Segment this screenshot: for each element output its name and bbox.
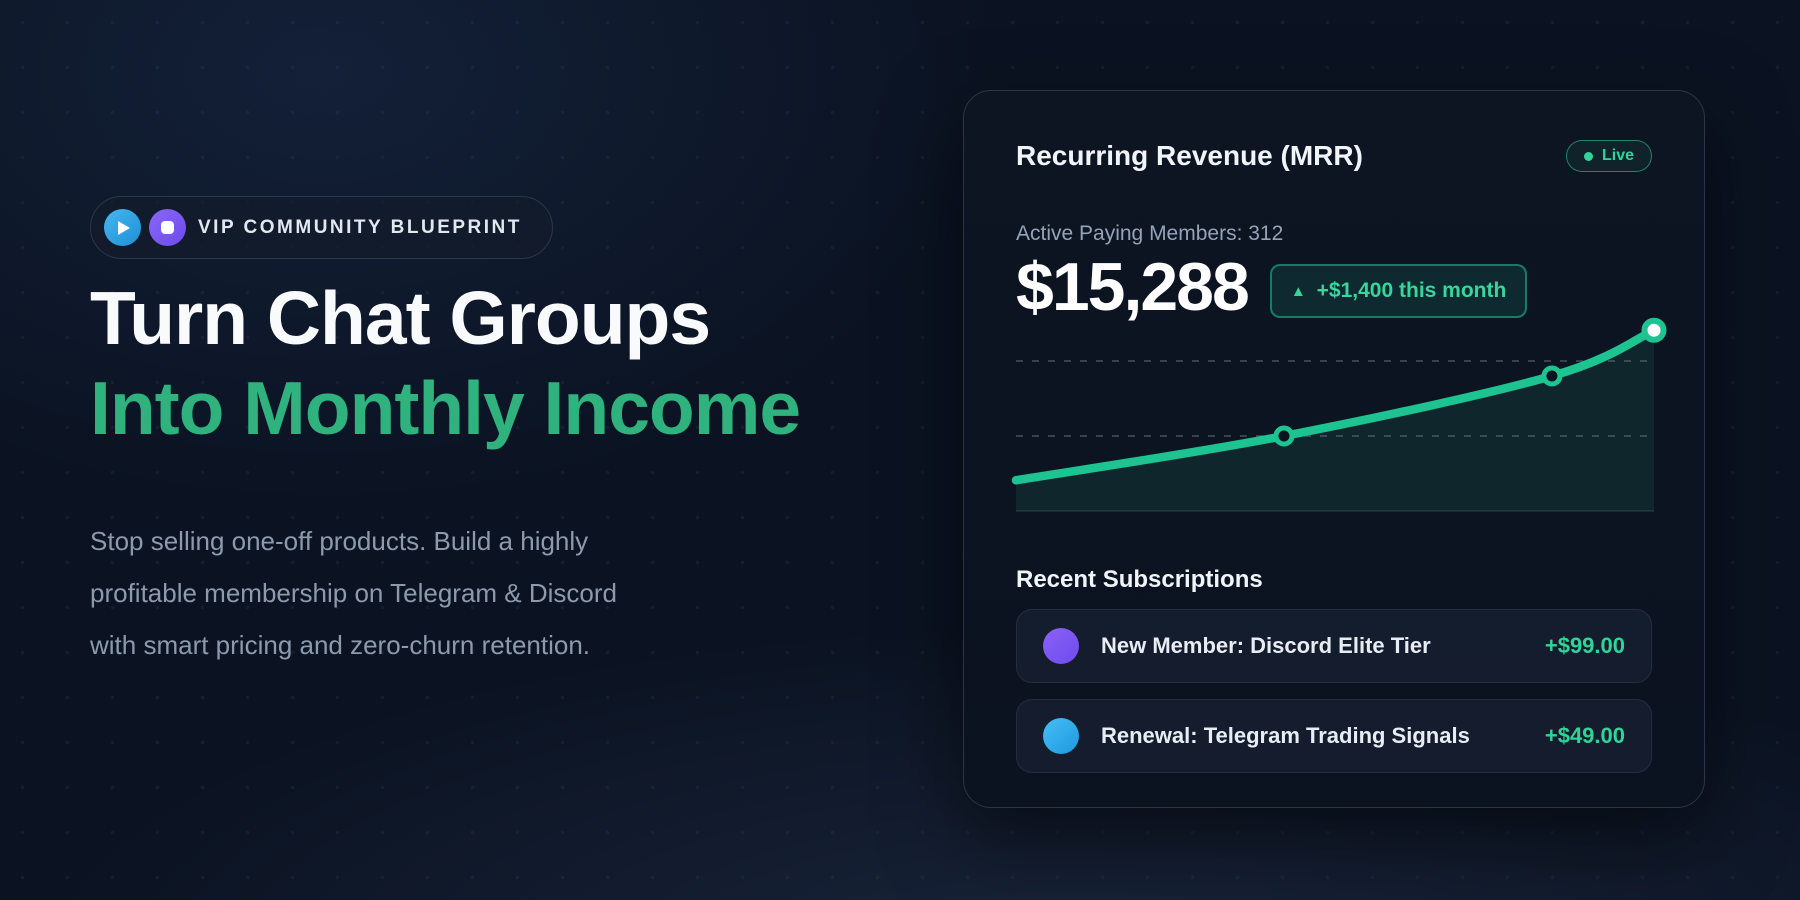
mrr-value-row: $15,288 ▲ +$1,400 this month: [1016, 252, 1652, 322]
subscription-row: Renewal: Telegram Trading Signals +$49.0…: [1016, 699, 1652, 773]
hero-description-line1: Stop selling one-off products. Build a h…: [90, 526, 589, 556]
subscription-amount: +$99.00: [1544, 633, 1625, 658]
avatar: [1043, 718, 1079, 754]
subscription-title: Renewal: Telegram Trading Signals: [1101, 723, 1470, 748]
hero-badge-label: VIP COMMUNITY BLUEPRINT: [198, 216, 522, 238]
subscription-row: New Member: Discord Elite Tier +$99.00: [1016, 609, 1652, 683]
live-badge-label: Live: [1601, 147, 1634, 164]
monthly-change-label: +$1,400 this month: [1316, 279, 1507, 302]
hero-heading: Turn Chat Groups Into Monthly Income: [90, 273, 910, 453]
monthly-change-badge: ▲ +$1,400 this month: [1269, 264, 1528, 318]
live-status-badge: Live: [1565, 140, 1652, 172]
hero-heading-line1: Turn Chat Groups: [90, 276, 711, 360]
avatar: [1043, 628, 1079, 664]
recent-subscriptions-list: New Member: Discord Elite Tier +$99.00 R…: [1016, 609, 1652, 773]
hero-section: VIP COMMUNITY BLUEPRINT Turn Chat Groups…: [90, 196, 910, 671]
mrr-chart: [1011, 317, 1667, 512]
active-members-label: Active Paying Members: 312: [1016, 222, 1284, 245]
card-title: Recurring Revenue (MRR): [1016, 140, 1363, 171]
card-header: Recurring Revenue (MRR) Live: [1016, 139, 1652, 173]
mrr-chart-container: [1011, 317, 1667, 516]
mrr-dashboard-card: Recurring Revenue (MRR) Live Active Payi…: [963, 90, 1705, 808]
hero-description-line2: profitable membership on Telegram & Disc…: [90, 578, 617, 608]
up-arrow-icon: ▲: [1290, 282, 1306, 300]
live-dot-icon: [1583, 151, 1593, 161]
hero-description-line3: with smart pricing and zero-churn retent…: [90, 630, 591, 660]
recent-subscriptions-title: Recent Subscriptions: [1016, 566, 1263, 593]
subscription-amount: +$49.00: [1544, 723, 1625, 748]
stop-icon: [149, 209, 186, 246]
subscription-title: New Member: Discord Elite Tier: [1101, 633, 1431, 658]
hero-description: Stop selling one-off products. Build a h…: [90, 515, 910, 671]
play-icon: [104, 209, 141, 246]
vip-community-badge: VIP COMMUNITY BLUEPRINT: [90, 196, 553, 259]
hero-heading-line2: Into Monthly Income: [90, 366, 801, 450]
mrr-value: $15,288: [1016, 249, 1250, 325]
